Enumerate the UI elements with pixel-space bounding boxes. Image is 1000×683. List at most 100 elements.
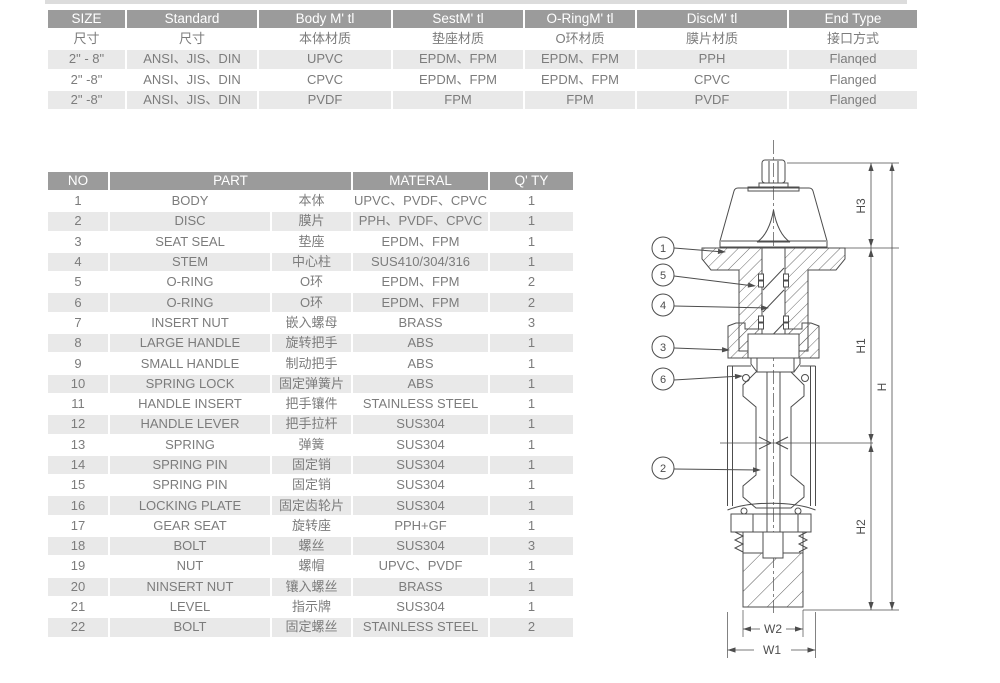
parts-no-cell: 21 (48, 597, 108, 617)
parts-row: 10 SPRING LOCK 固定弹簧片 ABS 1 (48, 374, 574, 393)
callout-3-label: 3 (660, 342, 666, 354)
parts-qty-cell: 1 (490, 415, 574, 434)
spec-header-cell: End Type (789, 10, 917, 28)
parts-name-cn-cell: O环 (272, 293, 352, 312)
parts-name-en-cell: O-RING (110, 293, 270, 312)
parts-name-cn-cell: 中心柱 (272, 252, 352, 272)
parts-name-cn-cell: 镶入螺丝 (272, 577, 352, 596)
spec-cell: UPVC (259, 50, 391, 69)
spec-cell: CPVC (637, 70, 787, 89)
parts-material-cell: SUS410/304/316 (353, 252, 489, 272)
dim-label-h: H (875, 383, 889, 392)
parts-row: 11 HANDLE INSERT 把手镶件 STAINLESS STEEL 1 (48, 394, 574, 414)
parts-row: 18 BOLT 螺丝 SUS304 3 (48, 537, 574, 556)
parts-name-en-cell: NUT (110, 557, 270, 576)
dim-label-w1: W1 (763, 643, 781, 657)
spec-row: 2" -8" ANSI、JIS、DIN PVDF FPM FPM PVDF Flanged (48, 90, 917, 110)
parts-name-cn-cell: 制动把手 (272, 354, 352, 373)
parts-qty-cell: 1 (490, 577, 574, 596)
parts-name-cn-cell: 固定螺丝 (272, 618, 352, 637)
spec-row: 2" -8" ANSI、JIS、DIN CPVC EPDM、FPM EPDM、FPM CP… (48, 70, 917, 89)
parts-name-en-cell: LEVEL (110, 597, 270, 617)
parts-name-en-cell: SPRING PIN (110, 476, 270, 495)
parts-material-cell: EPDM、FPM (353, 293, 489, 312)
parts-material-cell: SUS304 (353, 537, 489, 556)
parts-qty-cell: 1 (490, 435, 574, 454)
parts-qty-cell: 1 (490, 516, 574, 536)
parts-no-cell: 14 (48, 455, 108, 475)
spec-table: SIZE Standard Body M' tl SestM' tl O-RingM' … (46, 8, 919, 111)
spec-cell: EPDM、FPM (393, 50, 523, 69)
parts-qty-cell: 1 (490, 334, 574, 353)
parts-material-cell: SUS304 (353, 496, 489, 515)
parts-name-en-cell: LARGE HANDLE (110, 334, 270, 353)
parts-name-cn-cell: 垫座 (272, 232, 352, 251)
spec-header-cell: SestM' tl (393, 10, 523, 28)
parts-name-cn-cell: 螺丝 (272, 537, 352, 556)
callout-1-balloon (651, 236, 675, 260)
parts-name-en-cell: BOLT (110, 537, 270, 556)
parts-name-cn-cell: 螺帽 (272, 557, 352, 576)
spec-cell: 2" -8" (48, 90, 125, 110)
parts-name-en-cell: INSERT NUT (110, 313, 270, 333)
parts-qty-cell: 3 (490, 537, 574, 556)
spec-cell: Flanged (789, 90, 917, 110)
parts-no-cell: 8 (48, 334, 108, 353)
parts-no-cell: 11 (48, 394, 108, 414)
parts-name-en-cell: O-RING (110, 273, 270, 292)
parts-row: 19 NUT 螺帽 UPVC、PVDF 1 (48, 557, 574, 576)
parts-name-en-cell: BODY (110, 192, 270, 211)
spec-cell: EPDM、FPM (525, 50, 635, 69)
parts-row: 8 LARGE HANDLE 旋转把手 ABS 1 (48, 334, 574, 353)
parts-table: NO PART MATERAL Q' TY 1 BODY 本体 UPVC、PVDF、CPVC 1… (46, 170, 575, 639)
parts-qty-cell: 1 (490, 496, 574, 515)
callout-5-balloon (651, 263, 675, 287)
spec-header-cn-cell: 尺寸 (48, 30, 125, 49)
parts-material-cell: BRASS (353, 577, 489, 596)
parts-qty-cell: 1 (490, 455, 574, 475)
parts-row: 1 BODY 本体 UPVC、PVDF、CPVC 1 (48, 192, 574, 211)
parts-no-cell: 7 (48, 313, 108, 333)
parts-material-cell: SUS304 (353, 476, 489, 495)
parts-no-cell: 5 (48, 273, 108, 292)
parts-no-cell: 15 (48, 476, 108, 495)
parts-material-cell: ABS (353, 334, 489, 353)
parts-no-cell: 10 (48, 374, 108, 393)
spec-header-cell: DiscM' tl (637, 10, 787, 28)
parts-no-cell: 6 (48, 293, 108, 312)
parts-no-cell: 13 (48, 435, 108, 454)
spec-header-cn-cell: 尺寸 (127, 30, 257, 49)
parts-no-cell: 1 (48, 192, 108, 211)
handle-cap (719, 187, 828, 248)
parts-row: 22 BOLT 固定螺丝 STAINLESS STEEL 2 (48, 618, 574, 637)
parts-qty-cell: 1 (490, 192, 574, 211)
callout-2-balloon (651, 456, 675, 480)
parts-name-cn-cell: 嵌入螺母 (272, 313, 352, 333)
spec-cell: PVDF (637, 90, 787, 110)
parts-no-cell: 9 (48, 354, 108, 373)
valve-diagram: 1 5 4 3 6 2 H3 H1 H2 H W2 W1 (620, 140, 920, 675)
spec-cell: FPM (525, 90, 635, 110)
parts-header-cell: MATERAL (353, 172, 489, 190)
spec-header-cn-cell: O环材质 (525, 30, 635, 49)
parts-material-cell: STAINLESS STEEL (353, 618, 489, 637)
top-divider (45, 0, 907, 4)
valve-cross-section (651, 140, 899, 658)
spec-cell: 2" - 8" (48, 50, 125, 69)
parts-qty-cell: 1 (490, 354, 574, 373)
parts-material-cell: UPVC、PVDF (353, 557, 489, 576)
spec-cell: CPVC (259, 70, 391, 89)
dimension-arrows (717, 163, 895, 653)
spec-header-cn-cell: 垫座材质 (393, 30, 523, 49)
dim-label-w2: W2 (764, 622, 782, 636)
spec-header-cell: SIZE (48, 10, 125, 28)
parts-header-cell: Q' TY (490, 172, 574, 190)
spec-row: 2" - 8" ANSI、JIS、DIN UPVC EPDM、FPM EPDM、FPM P… (48, 50, 917, 69)
parts-qty-cell: 1 (490, 557, 574, 576)
parts-name-cn-cell: 固定齿轮片 (272, 496, 352, 515)
parts-material-cell: PPH+GF (353, 516, 489, 536)
spec-header-cn-cell: 膜片材质 (637, 30, 787, 49)
callout-3-balloon (651, 335, 675, 359)
spec-cell: Flanqed (789, 50, 917, 69)
parts-row: 20 NINSERT NUT 镶入螺丝 BRASS 1 (48, 577, 574, 596)
